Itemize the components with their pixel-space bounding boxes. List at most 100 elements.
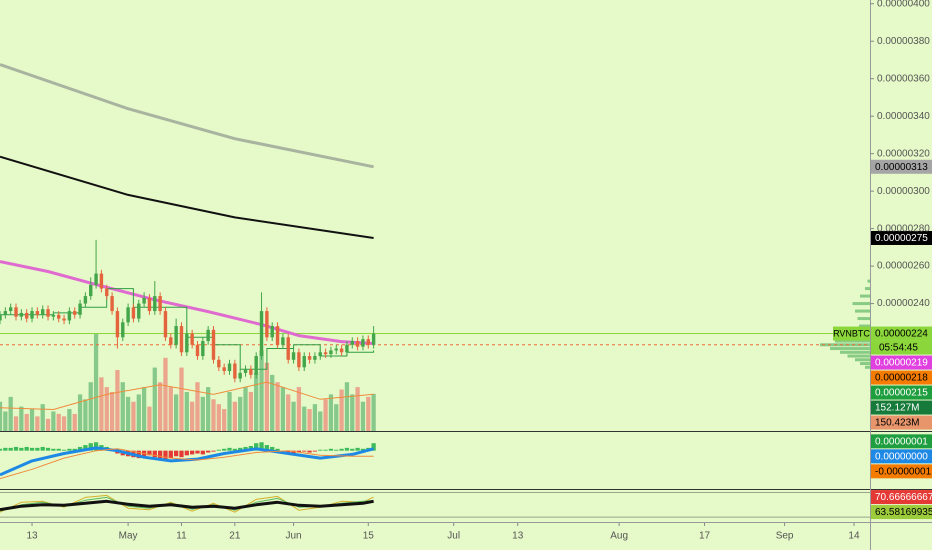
macd-histogram-bar — [323, 449, 328, 451]
macd-histogram-bar — [24, 446, 29, 451]
macd-histogram-bar — [190, 450, 195, 455]
macd-histogram-bar — [211, 450, 216, 452]
volume-bar — [99, 377, 104, 431]
candle-body — [302, 356, 306, 368]
volume-bar — [163, 357, 168, 431]
volume-bar — [238, 396, 243, 431]
price-badge-label: 0.00000215 — [875, 388, 928, 399]
macd-histogram-bar — [360, 448, 366, 451]
price-badge-label: 0.00000000 — [875, 451, 928, 462]
volume-profile-bar — [865, 365, 870, 369]
volume-profile-bar — [867, 279, 870, 283]
volume-bar — [184, 391, 189, 431]
volume-bar — [125, 396, 131, 431]
volume-bar — [232, 401, 237, 431]
candle-body — [73, 311, 77, 315]
candle-body — [297, 352, 301, 368]
macd-histogram-bar — [67, 448, 72, 451]
candle-body — [190, 333, 194, 345]
countdown-label: 05:54:45 — [879, 343, 918, 354]
macd-histogram-bar — [232, 448, 237, 451]
candle-body — [366, 339, 370, 345]
macd-histogram-bar — [206, 450, 211, 453]
volume-bar — [264, 362, 270, 431]
candle-body — [3, 311, 8, 315]
y-tick-label: 0.00000380 — [877, 36, 930, 47]
macd-histogram-bar — [83, 445, 88, 451]
volume-bar — [216, 404, 221, 431]
price-badge — [871, 449, 932, 464]
candle-body — [126, 307, 130, 323]
macd-histogram-bar — [56, 448, 61, 451]
macd-histogram-bar — [200, 450, 205, 455]
candle-body — [83, 296, 88, 304]
candle-body — [206, 329, 210, 342]
macd-histogram-bar — [35, 447, 40, 451]
x-tick-label: 14 — [848, 531, 860, 542]
volume-bar — [120, 382, 125, 431]
candle-body — [334, 348, 338, 351]
volume-bar — [270, 374, 275, 431]
macd-histogram-bar — [275, 448, 280, 451]
volume-bar — [206, 387, 211, 431]
candle-body — [137, 303, 141, 319]
candle-body — [147, 297, 152, 312]
macd-histogram-bar — [19, 447, 24, 451]
price-badge-label: 0.00000001 — [875, 436, 928, 447]
price-badge-label: 0.00000218 — [875, 373, 928, 384]
y-tick-label: 0.00000240 — [877, 298, 930, 309]
volume-bar — [366, 396, 371, 431]
indicator-line — [0, 260, 374, 345]
candle-body — [94, 273, 98, 285]
volume-bar — [190, 401, 195, 431]
price-badge — [871, 490, 932, 505]
candle-body — [211, 329, 216, 360]
volume-bar — [296, 387, 302, 431]
volume-bar — [200, 396, 205, 431]
volume-bar — [45, 418, 51, 431]
price-badge — [871, 355, 932, 370]
candle-body — [24, 312, 29, 319]
volume-bar — [51, 411, 56, 431]
candle-body — [78, 303, 82, 315]
candle-body — [323, 352, 328, 355]
volume-bar — [195, 382, 200, 431]
candle-body — [14, 307, 18, 317]
candle-body — [361, 339, 365, 347]
candle-body — [62, 318, 66, 321]
macd-histogram-bar — [227, 447, 232, 451]
candle-body — [185, 333, 189, 353]
volume-profile-bar — [855, 358, 870, 362]
volume-bar — [152, 367, 157, 431]
volume-profile-bar — [855, 309, 870, 313]
volume-bar — [248, 391, 253, 431]
volume-bar — [211, 399, 216, 431]
volume-bar — [179, 367, 184, 431]
volume-bar — [35, 416, 40, 431]
candle-body — [259, 311, 264, 357]
macd-histogram-bar — [291, 450, 296, 454]
price-badge-label: 0.00000219 — [875, 358, 928, 369]
symbol-badge — [833, 326, 870, 341]
candle-body — [115, 311, 120, 338]
candle-body — [201, 341, 205, 357]
indicator-line — [0, 63, 374, 169]
price-badge-label: 70.66666667 — [875, 492, 932, 503]
volume-bar — [302, 406, 307, 431]
candle-body — [105, 288, 109, 297]
candle-body — [243, 369, 248, 373]
volume-bar — [77, 394, 83, 431]
candle-body — [89, 284, 93, 297]
candle-body — [355, 341, 360, 347]
x-tick-label: Jul — [447, 531, 460, 542]
price-badge-label: 152.127M — [875, 403, 919, 414]
price-badge — [871, 505, 932, 520]
candle-body — [345, 344, 349, 353]
price-badge-label: 0.00000275 — [875, 233, 928, 244]
price-badge — [871, 230, 932, 245]
indicator-line — [0, 446, 374, 477]
y-tick-label: 0.00000360 — [877, 73, 930, 84]
candle-body — [46, 309, 50, 317]
candle-body — [286, 337, 290, 360]
